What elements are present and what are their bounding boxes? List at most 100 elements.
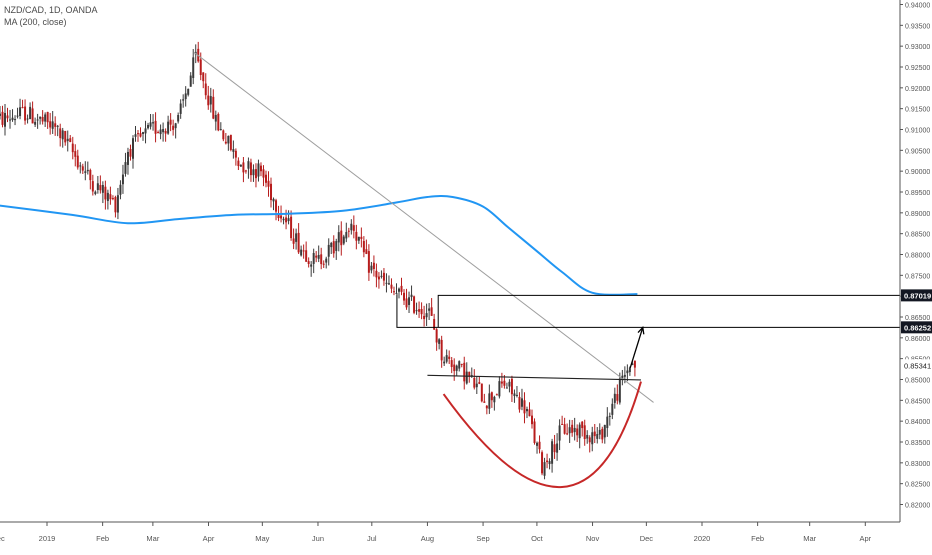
candle-body <box>184 93 187 100</box>
candle <box>551 438 554 473</box>
candle-body <box>413 296 416 313</box>
candle <box>392 286 395 296</box>
candle-body <box>300 249 303 256</box>
candle-body <box>513 393 516 397</box>
candle <box>104 180 107 210</box>
candle-body <box>435 329 438 343</box>
candle <box>59 123 62 147</box>
candle-body <box>89 170 92 181</box>
candle <box>408 291 411 313</box>
candle-body <box>596 434 599 439</box>
candle <box>227 135 230 151</box>
candle-body <box>282 218 285 221</box>
candle <box>478 376 481 385</box>
candle-body <box>548 461 551 465</box>
candle <box>583 419 586 446</box>
candle-body <box>505 387 508 389</box>
candle-body <box>262 169 265 178</box>
neckline[interactable] <box>427 374 641 381</box>
candle <box>16 107 19 119</box>
resistance-line-lower[interactable] <box>396 294 900 328</box>
candle-body <box>222 130 225 140</box>
candle <box>588 435 591 453</box>
candle-body <box>553 444 556 453</box>
candle <box>21 99 24 109</box>
candle-body <box>199 59 202 75</box>
candle <box>167 115 170 135</box>
candle <box>154 112 157 143</box>
candle-body <box>458 361 461 369</box>
candle-body <box>518 396 521 410</box>
candle <box>561 415 564 425</box>
candle-body <box>257 163 260 177</box>
candle-body <box>167 121 170 134</box>
candle-body <box>149 122 152 127</box>
candle <box>515 386 518 398</box>
candle <box>81 163 84 175</box>
candle <box>360 227 363 248</box>
candle-body <box>571 424 574 433</box>
candle-body <box>19 107 22 117</box>
candle-body <box>578 424 581 439</box>
candle-body <box>576 428 579 436</box>
trendline[interactable] <box>193 52 654 403</box>
ma-200-line[interactable] <box>0 195 638 296</box>
candle <box>601 426 604 444</box>
symbol-title[interactable]: NZD/CAD, 1D, OANDA <box>4 5 98 15</box>
candle-body <box>124 162 127 174</box>
candle <box>463 356 466 390</box>
cup-curve[interactable] <box>442 381 642 488</box>
candle <box>270 177 273 208</box>
candle-body <box>362 240 365 253</box>
candle-body <box>96 183 99 190</box>
indicator-label[interactable]: MA (200, close) <box>4 17 67 27</box>
candle-body <box>69 138 72 143</box>
candle <box>490 391 493 408</box>
candle <box>119 180 122 200</box>
candle <box>626 364 629 382</box>
candle <box>365 239 368 255</box>
candle-body <box>207 95 210 106</box>
candle-body <box>204 83 207 96</box>
candle-body <box>297 232 300 253</box>
candle-body <box>254 169 257 179</box>
candle <box>282 216 285 225</box>
candle <box>275 198 278 221</box>
y-tick-label: 0.89500 <box>905 190 930 197</box>
candle <box>377 272 380 289</box>
candle-body <box>566 433 569 435</box>
candle-body <box>500 381 503 384</box>
breakout-arrow[interactable] <box>629 327 644 369</box>
candle-body <box>525 409 528 412</box>
y-tick-label: 0.93000 <box>905 44 930 51</box>
candle-body <box>162 129 165 133</box>
price-scale[interactable] <box>901 0 932 550</box>
candle-body <box>493 396 496 403</box>
candle <box>242 157 245 183</box>
candle <box>513 389 516 403</box>
candle <box>523 392 526 424</box>
candle <box>94 190 97 196</box>
candle-body <box>433 318 436 330</box>
candle <box>430 298 433 316</box>
candle-body <box>415 310 418 312</box>
price-tag-label: 0.86252 <box>904 323 931 332</box>
candle-body <box>214 114 217 122</box>
candle <box>528 402 531 417</box>
candle-body <box>0 113 1 116</box>
resistance-box-upper[interactable] <box>437 294 900 328</box>
candle-body <box>523 400 526 414</box>
candle-body <box>126 151 129 165</box>
candle <box>111 195 114 201</box>
candle-body <box>84 171 87 173</box>
candle-body <box>392 291 395 293</box>
candle <box>453 358 456 381</box>
candle <box>345 222 348 243</box>
candle <box>237 157 240 171</box>
candle <box>101 181 104 204</box>
candle <box>247 157 250 179</box>
candle-body <box>608 415 611 417</box>
candle <box>39 116 42 125</box>
